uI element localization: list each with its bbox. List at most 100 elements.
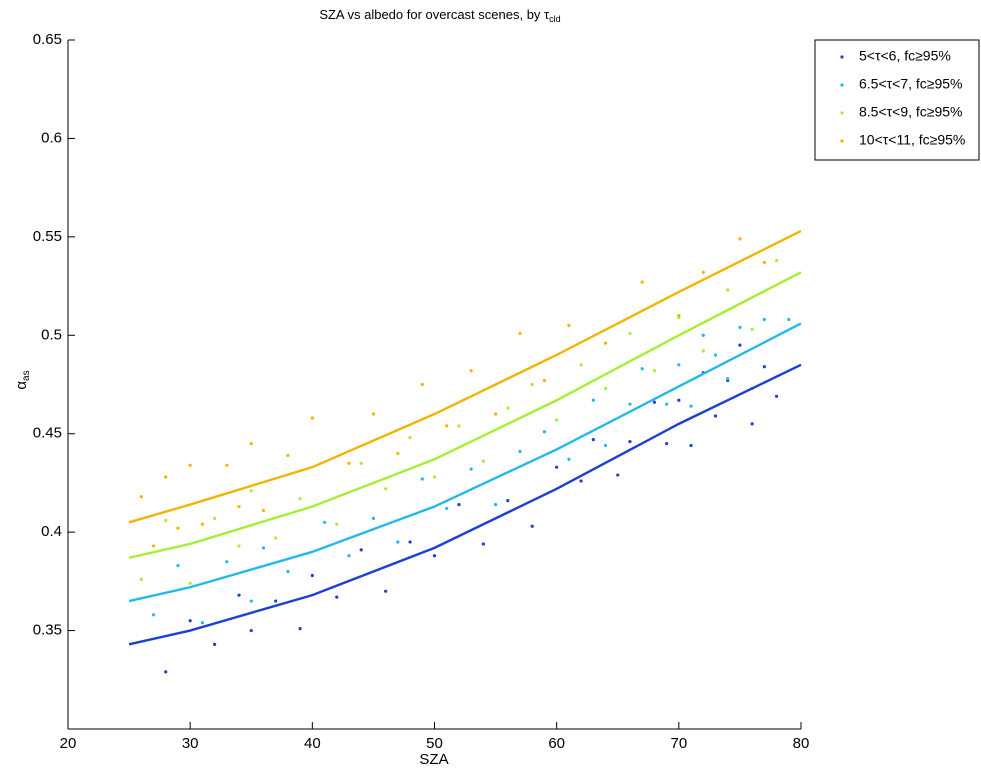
scatter-point — [555, 465, 559, 469]
scatter-point — [591, 398, 595, 402]
scatter-point — [689, 443, 693, 448]
scatter-point — [591, 438, 595, 442]
legend-marker — [840, 83, 844, 87]
scatter-point — [359, 461, 363, 465]
scatter-point — [420, 477, 424, 481]
scatter-point — [628, 439, 632, 444]
legend-label: 6.5<τ<7, fc≥95% — [859, 76, 963, 92]
scatter-point — [274, 599, 278, 603]
legend-marker — [840, 111, 844, 115]
fit-line — [128, 271, 802, 559]
scatter-point — [542, 378, 547, 383]
title-subscript: cld — [549, 14, 561, 24]
scatter-point — [518, 449, 522, 454]
fit-line — [128, 322, 802, 603]
y-tick-label: 0.35 — [33, 622, 62, 639]
scatter-point — [151, 544, 156, 548]
y-tick-label: 0.6 — [41, 129, 62, 146]
x-axis-label: SZA — [419, 751, 448, 768]
scatter-point — [713, 414, 718, 418]
scatter-point — [298, 497, 302, 501]
y-axis-label: αas — [13, 370, 32, 389]
x-tick-label: 70 — [670, 735, 687, 752]
y-label-subscript: as — [21, 370, 32, 381]
scatter-point — [432, 475, 437, 479]
scatter-point — [384, 487, 388, 491]
scatter-point — [420, 382, 424, 387]
scatter-point — [542, 430, 547, 434]
scatter-point — [603, 386, 608, 391]
scatter-point — [750, 422, 754, 426]
scatter-point — [762, 260, 766, 265]
scatter-point — [164, 518, 168, 522]
scatter-point — [445, 424, 449, 428]
scatter-point — [530, 524, 534, 528]
scatter-point — [188, 581, 192, 585]
legend-label: 5<τ<6, fc≥95% — [859, 48, 951, 64]
scatter-point — [677, 314, 681, 318]
scatter-point — [762, 365, 766, 369]
scatter-point — [213, 642, 217, 646]
scatter-point — [408, 540, 412, 544]
scatter-point — [371, 412, 376, 416]
scatter-point — [249, 441, 253, 446]
scatter-point — [665, 402, 669, 406]
fit-line — [128, 363, 802, 646]
scatter-point — [603, 341, 608, 345]
scatter-point — [164, 475, 168, 479]
scatter-point — [237, 593, 241, 597]
scatter-point — [713, 353, 718, 357]
scatter-point — [506, 406, 510, 410]
legend-label: 8.5<τ<9, fc≥95% — [859, 104, 963, 120]
y-tick-label: 0.5 — [41, 326, 62, 343]
scatter-point — [200, 621, 204, 625]
scatter-point — [493, 412, 498, 416]
scatter-point — [237, 544, 241, 548]
scatter-point — [750, 327, 754, 331]
fit-line — [128, 229, 802, 524]
legend-marker — [840, 55, 844, 59]
scatter-point — [506, 499, 510, 503]
x-tick-label: 30 — [182, 735, 199, 752]
scatter-point — [274, 536, 278, 540]
scatter-point — [567, 457, 571, 461]
y-tick-label: 0.4 — [41, 523, 62, 540]
y-tick-label: 0.65 — [33, 31, 62, 48]
scatter-point — [139, 577, 143, 581]
scatter-point — [628, 331, 632, 335]
y-tick-label: 0.55 — [33, 228, 62, 245]
scatter-point — [603, 443, 608, 448]
scatter-point — [335, 522, 339, 526]
scatter-point — [652, 369, 657, 373]
scatter-point — [139, 495, 143, 499]
scatter-point — [188, 463, 192, 467]
scatter-point — [249, 628, 253, 633]
scatter-point — [787, 317, 791, 322]
scatter-point — [176, 526, 180, 530]
scatter-point — [640, 367, 644, 371]
scatter-point — [701, 270, 705, 274]
scatter-point — [286, 453, 290, 457]
scatter-point — [640, 280, 644, 284]
scatter-point — [347, 554, 351, 558]
scatter-point — [652, 400, 657, 404]
scatter-point — [469, 467, 473, 471]
scatter-point — [432, 554, 437, 558]
scatter-point — [188, 619, 192, 623]
scatter-point — [567, 323, 571, 328]
scatter-point — [384, 589, 388, 593]
scatter-point — [237, 504, 241, 509]
scatter-point — [616, 473, 620, 477]
scatter-point — [555, 418, 559, 422]
scatter-point — [298, 627, 302, 631]
scatter-point — [249, 489, 253, 493]
scatter-point — [726, 288, 730, 292]
scatter-point — [213, 516, 217, 520]
scatter-point — [677, 398, 681, 402]
scatter-point — [457, 502, 461, 507]
x-tick-label: 60 — [548, 735, 565, 752]
scatter-point — [261, 508, 266, 513]
scatter-point — [359, 548, 363, 552]
scatter-point — [151, 613, 156, 617]
